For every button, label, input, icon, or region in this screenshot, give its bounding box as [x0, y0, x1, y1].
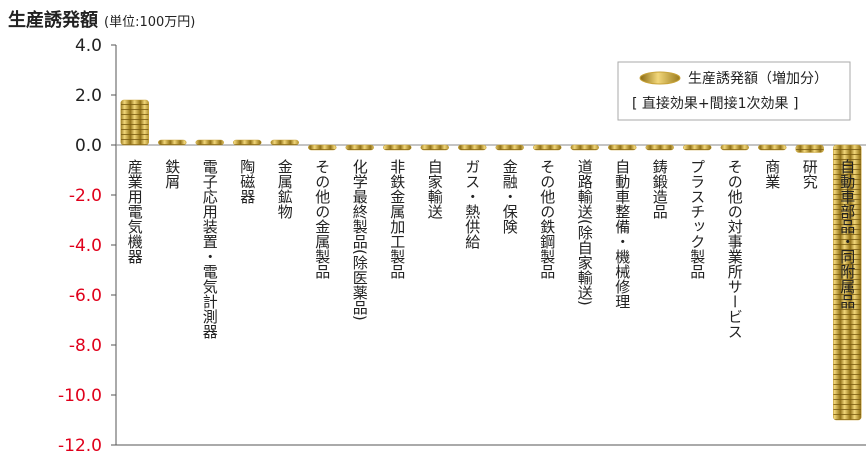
bar [683, 144, 712, 151]
legend-swatch [639, 71, 681, 85]
y-tick-label: 2.0 [75, 86, 102, 106]
bar [608, 144, 637, 151]
y-tick-label: -12.0 [58, 436, 102, 452]
chart-subtitle: (単位:100万円) [104, 14, 195, 30]
x-tick-label: プラスチック製品 [688, 159, 706, 279]
chart-title: 生産誘発額 [8, 9, 98, 31]
y-tick-label: 4.0 [75, 36, 102, 56]
bar [270, 139, 299, 146]
x-tick-label: 商業 [763, 159, 781, 189]
x-tick-label: 産業用電気機器 [126, 159, 144, 264]
x-tick-label: 化学最終製品(除医薬品) [351, 159, 369, 321]
bar [120, 99, 149, 146]
bar [795, 144, 824, 153]
bar [345, 144, 374, 151]
x-tick-label: 自家輸送 [426, 159, 444, 220]
legend-label: 生産誘発額（増加分） [688, 71, 828, 87]
bar [720, 144, 749, 151]
y-tick-label: -6.0 [69, 286, 102, 306]
x-tick-label: 鉄屑 [163, 159, 181, 189]
y-tick-label: -2.0 [69, 186, 102, 206]
y-tick-label: -10.0 [58, 386, 102, 406]
bar [158, 139, 187, 146]
x-tick-label: 自動車部品・同附属品 [838, 159, 856, 309]
x-tick-label: 金属鉱物 [276, 159, 294, 220]
legend-note: [ 直接効果+間接1次効果 ] [632, 95, 798, 112]
bar [420, 144, 449, 151]
x-tick-label: 研究 [801, 159, 819, 190]
y-tick-label: -4.0 [69, 236, 102, 256]
x-tick-label: その他の金属製品 [313, 159, 331, 279]
bar [458, 144, 487, 151]
x-tick-label: ガス・熱供給 [463, 159, 481, 249]
x-tick-label: その他の対事業所サービス [726, 159, 744, 339]
bar [645, 144, 674, 151]
bar [495, 144, 524, 151]
bar [233, 139, 262, 146]
x-tick-label: その他の鉄鋼製品 [538, 159, 556, 279]
bar [570, 144, 599, 151]
x-tick-label: 鋳鍛造品 [651, 158, 669, 219]
x-tick-label: 電子応用装置・電気計測器 [201, 159, 219, 339]
x-tick-label: 陶磁器 [238, 159, 256, 204]
x-tick-label: 自動車整備・機械修理 [613, 159, 631, 309]
bar [195, 139, 224, 146]
bar [383, 144, 412, 151]
bar [533, 144, 562, 151]
bar [758, 144, 787, 151]
y-tick-label: -8.0 [69, 336, 102, 356]
x-tick-label: 金融・保険 [501, 159, 519, 234]
y-tick-label: 0.0 [75, 136, 102, 156]
bar [833, 144, 862, 421]
x-tick-label: 道路輸送(除自家輸送) [576, 159, 594, 306]
bar [308, 144, 337, 151]
x-tick-label: 非鉄金属加工製品 [388, 159, 406, 279]
